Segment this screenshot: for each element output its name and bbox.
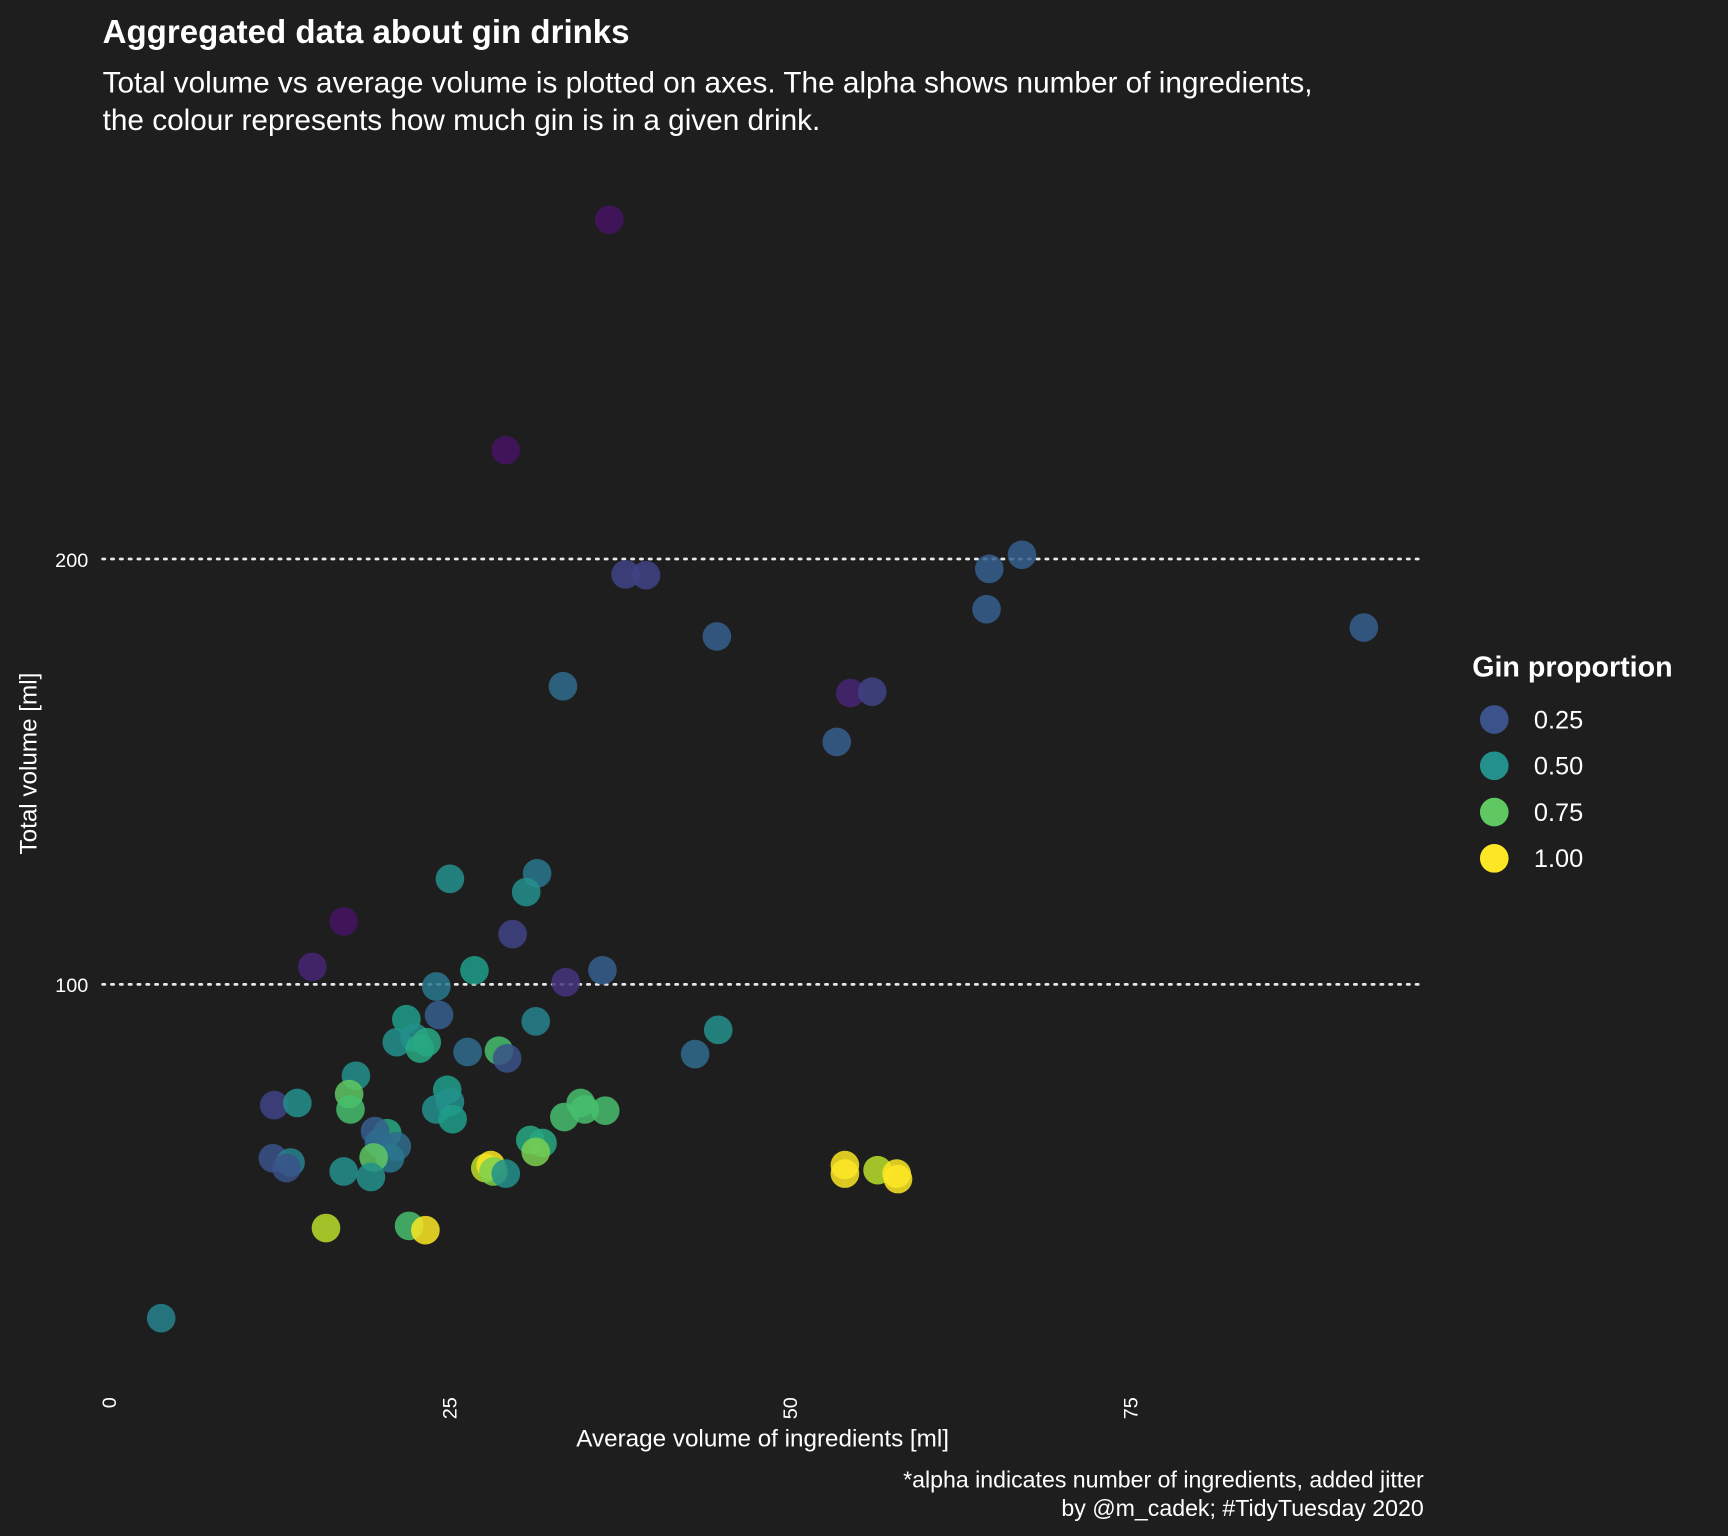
data-point — [298, 952, 327, 982]
data-point — [551, 967, 581, 997]
data-point — [830, 1159, 860, 1188]
y-axis-ticks: 100 200 — [55, 550, 88, 997]
data-points — [146, 205, 1379, 1333]
legend-swatch — [1479, 797, 1509, 827]
x-axis-ticks: 0 25 50 75 — [99, 1397, 1142, 1419]
x-tick-label: 75 — [1121, 1397, 1143, 1419]
data-point — [435, 864, 465, 894]
x-tick-label: 50 — [780, 1397, 802, 1419]
chart-subtitle-line-2: the colour represents how much gin is in… — [103, 104, 821, 137]
y-tick-label: 100 — [55, 975, 88, 997]
data-point — [491, 1159, 521, 1188]
data-point — [336, 1095, 365, 1124]
data-point — [883, 1164, 913, 1194]
data-point — [329, 907, 359, 936]
data-point — [611, 560, 640, 589]
data-point — [588, 955, 617, 985]
y-axis-label: Total volume [ml] — [15, 673, 42, 855]
chart-subtitle-line-1: Total volume vs average volume is plotte… — [103, 67, 1313, 100]
legend-label: 0.75 — [1534, 799, 1583, 827]
x-tick-label: 25 — [440, 1397, 462, 1419]
data-point — [822, 727, 852, 757]
legend-title: Gin proportion — [1472, 652, 1672, 684]
data-point — [259, 1090, 289, 1120]
legend-label: 0.25 — [1534, 706, 1583, 734]
x-axis-label: Average volume of ingredients [ml] — [576, 1426, 949, 1453]
data-point — [836, 678, 865, 708]
legend-label: 1.00 — [1534, 845, 1583, 873]
y-tick-label: 200 — [55, 550, 88, 572]
data-point — [405, 1034, 435, 1063]
data-point — [453, 1037, 482, 1067]
data-point — [521, 1007, 551, 1036]
data-point — [491, 435, 521, 465]
data-point — [311, 1213, 341, 1243]
data-point — [521, 1137, 551, 1167]
data-point — [283, 1088, 312, 1118]
legend-swatch — [1479, 751, 1509, 781]
data-point — [511, 877, 541, 907]
caption-line-1: *alpha indicates number of ingredients, … — [903, 1467, 1424, 1493]
data-point — [146, 1303, 176, 1333]
data-point — [974, 554, 1004, 584]
data-point — [438, 1104, 467, 1134]
data-point — [703, 1015, 733, 1045]
legend-swatch — [1479, 705, 1509, 734]
data-point — [631, 560, 661, 590]
data-point — [272, 1153, 301, 1183]
data-point — [498, 919, 527, 949]
chart-title: Aggregated data about gin drinks — [103, 14, 630, 51]
data-point — [594, 205, 624, 235]
data-point — [460, 955, 489, 985]
data-point — [492, 1044, 522, 1073]
data-point — [424, 1000, 454, 1030]
data-point — [550, 1102, 579, 1132]
legend-label: 0.50 — [1534, 753, 1583, 781]
data-point — [972, 594, 1001, 624]
legend-swatch — [1479, 844, 1509, 873]
data-point — [590, 1096, 620, 1125]
data-point — [411, 1215, 440, 1245]
data-point — [1007, 540, 1037, 570]
data-point — [680, 1039, 710, 1069]
data-point — [857, 677, 887, 707]
gridlines — [101, 557, 1426, 986]
x-tick-label: 0 — [99, 1397, 121, 1408]
data-point — [548, 671, 578, 701]
data-point — [421, 972, 451, 1001]
data-point — [1349, 613, 1379, 642]
data-point — [702, 622, 732, 651]
caption-line-2: by @m_cadek; #TidyTuesday 2020 — [1061, 1495, 1423, 1521]
data-point — [329, 1157, 359, 1186]
data-point — [356, 1162, 386, 1192]
legend: Gin proportion 0.25 0.50 0.75 1.00 — [1472, 652, 1672, 874]
